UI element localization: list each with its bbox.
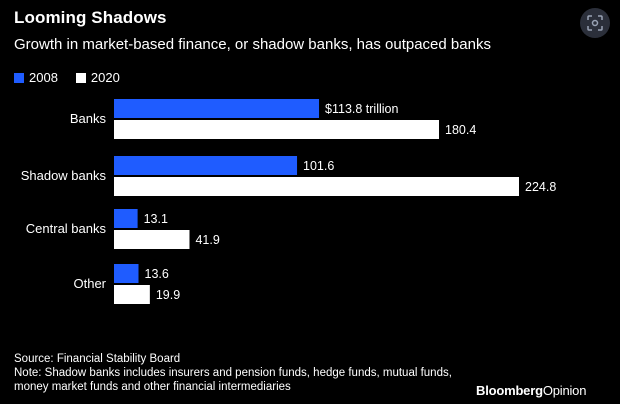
chart-subtitle: Growth in market-based finance, or shado… — [14, 36, 491, 53]
category-label: Central banks — [26, 221, 107, 236]
footer: Source: Financial Stability Board Note: … — [14, 352, 464, 394]
bar-2008-central-banks — [114, 209, 138, 228]
legend-swatch-2020 — [75, 72, 86, 83]
bar-2020-shadow-banks — [114, 177, 519, 196]
bar-2020-central-banks — [114, 230, 190, 249]
bar-2020-other — [114, 285, 150, 304]
bar-chart: Banks $113.8 trillion 180.4 Shadow banks 101… — [21, 99, 556, 304]
legend-item-2020: 2020 — [75, 70, 120, 85]
bar-2008-shadow-banks — [114, 156, 298, 175]
bloomberg-opinion-logo: BloombergOpinion — [476, 383, 586, 398]
category-label: Other — [73, 276, 106, 291]
lens-search-button[interactable] — [580, 8, 610, 38]
bar-2020-banks — [114, 120, 440, 139]
category-label: Banks — [70, 111, 107, 126]
data-label: 101.6 — [303, 159, 334, 173]
data-label: 180.4 — [445, 123, 476, 137]
data-label: $113.8 trillion — [325, 102, 398, 116]
data-label: 41.9 — [195, 233, 219, 247]
data-label: 13.1 — [144, 212, 168, 226]
legend-swatch-2008 — [14, 72, 24, 83]
data-label: 224.8 — [525, 180, 556, 194]
brand-part-2: Opinion — [542, 383, 587, 398]
data-label: 13.6 — [145, 267, 169, 281]
legend-item-2008: 2008 — [14, 70, 58, 85]
source-text: Source: Financial Stability Board — [14, 353, 181, 365]
note-text: Note: Shadow banks includes insurers and… — [14, 367, 452, 393]
legend-label-2020: 2020 — [90, 70, 120, 85]
legend-label-2008: 2008 — [29, 70, 58, 85]
brand-part-1: Bloomberg — [476, 383, 543, 398]
data-label: 19.9 — [156, 288, 180, 302]
bar-2008-other — [114, 264, 139, 283]
bar-2008-banks — [114, 99, 320, 118]
chart-title: Looming Shadows — [14, 8, 167, 27]
category-label: Shadow banks — [21, 168, 107, 183]
legend: 2008 2020 — [14, 70, 130, 85]
lens-search-icon — [587, 15, 603, 31]
